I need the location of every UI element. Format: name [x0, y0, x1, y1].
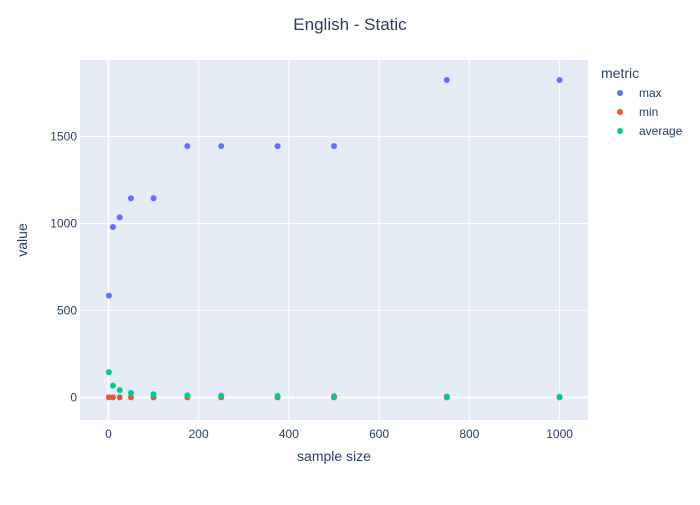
- x-tick-label: 400: [279, 427, 299, 441]
- plot-area: [80, 60, 588, 420]
- legend-label: average: [639, 124, 683, 138]
- point-max[interactable]: [218, 143, 225, 150]
- point-max[interactable]: [184, 143, 191, 150]
- y-tick-label: 0: [70, 390, 77, 404]
- y-axis-title: value: [14, 223, 30, 257]
- legend-item-max[interactable]: max: [617, 86, 662, 100]
- point-max[interactable]: [127, 195, 134, 202]
- legend-marker: [617, 90, 623, 96]
- legend-label: min: [639, 105, 658, 119]
- grid: [80, 60, 588, 420]
- x-tick-label: 0: [105, 427, 112, 441]
- point-average[interactable]: [443, 393, 450, 400]
- x-tick-label: 1000: [546, 427, 573, 441]
- axis-ticks: 0 200 400 600 800 1000 0 500 1000 1500: [50, 130, 573, 441]
- x-tick-label: 600: [369, 427, 389, 441]
- point-max[interactable]: [443, 77, 450, 83]
- legend-item-average[interactable]: average: [617, 124, 683, 138]
- point-max[interactable]: [150, 195, 157, 202]
- point-max[interactable]: [116, 214, 123, 221]
- point-average[interactable]: [556, 393, 563, 400]
- point-average[interactable]: [184, 392, 191, 399]
- point-max[interactable]: [331, 143, 337, 150]
- legend-label: max: [639, 86, 662, 100]
- point-average[interactable]: [218, 392, 225, 399]
- x-tick-label: 200: [189, 427, 209, 441]
- point-average[interactable]: [127, 390, 134, 397]
- x-tick-label: 800: [459, 427, 479, 441]
- legend-title: metric: [601, 65, 639, 81]
- point-average[interactable]: [116, 387, 123, 394]
- point-max[interactable]: [105, 292, 112, 299]
- x-axis-title: sample size: [297, 448, 371, 464]
- y-tick-label: 1000: [50, 216, 77, 230]
- point-max[interactable]: [274, 143, 281, 150]
- point-average[interactable]: [109, 382, 116, 389]
- point-max[interactable]: [556, 77, 563, 83]
- legend-item-min[interactable]: min: [617, 105, 658, 119]
- point-min[interactable]: [116, 394, 123, 401]
- series-average: [105, 369, 563, 400]
- series-max: [105, 77, 563, 299]
- point-average[interactable]: [331, 393, 337, 400]
- data-points: [105, 77, 563, 401]
- point-average[interactable]: [105, 369, 112, 376]
- point-average[interactable]: [274, 393, 281, 399]
- y-tick-label: 500: [57, 303, 77, 317]
- legend-marker: [617, 128, 623, 134]
- legend-items[interactable]: max min average: [617, 86, 683, 138]
- legend[interactable]: metric max min average: [601, 65, 683, 138]
- chart-title: English - Static: [293, 15, 407, 34]
- y-tick-label: 1500: [50, 130, 77, 144]
- point-average[interactable]: [150, 391, 157, 398]
- point-min[interactable]: [127, 394, 134, 401]
- point-min[interactable]: [109, 394, 116, 401]
- legend-marker: [617, 109, 623, 115]
- point-max[interactable]: [109, 223, 116, 230]
